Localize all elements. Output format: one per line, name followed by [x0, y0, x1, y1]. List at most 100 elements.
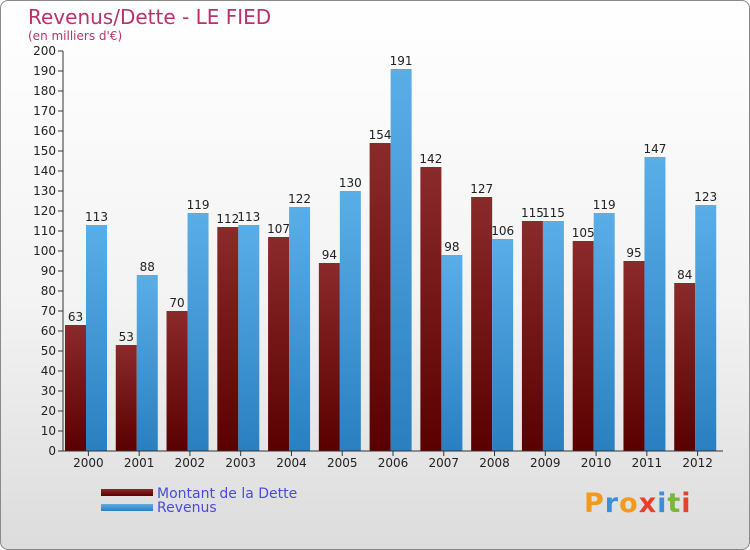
data-label-dette: 53 — [119, 330, 134, 344]
data-label-revenus: 123 — [694, 190, 717, 204]
data-label-revenus: 113 — [85, 210, 108, 224]
x-tick-label: 2008 — [479, 456, 510, 470]
x-tick-label: 2002 — [175, 456, 206, 470]
logo-letter: i — [657, 488, 668, 519]
x-tick-label: 2000 — [73, 456, 104, 470]
y-tick-label: 30 — [41, 384, 56, 398]
bar-revenus — [339, 191, 361, 451]
bar-dette — [115, 345, 137, 451]
x-tick-label: 2006 — [378, 456, 409, 470]
y-tick-label: 170 — [33, 104, 56, 118]
chart-subtitle: (en milliers d'€) — [28, 29, 123, 43]
x-tick-label: 2012 — [682, 456, 713, 470]
bar-dette — [369, 143, 391, 451]
data-label-revenus: 88 — [140, 260, 155, 274]
y-tick-label: 190 — [33, 64, 56, 78]
bar-revenus — [644, 157, 666, 451]
y-tick-label: 20 — [41, 404, 56, 418]
x-tick-label: 2010 — [581, 456, 612, 470]
x-tick-label: 2003 — [225, 456, 256, 470]
legend-revenus-swatch — [101, 504, 153, 511]
data-label-dette: 112 — [216, 212, 239, 226]
bar-revenus — [593, 213, 615, 451]
bar-revenus — [492, 239, 514, 451]
data-label-dette: 107 — [267, 222, 290, 236]
logo-letter: r — [604, 488, 620, 519]
data-label-dette: 63 — [68, 310, 83, 324]
bar-dette — [674, 283, 696, 451]
data-label-dette: 115 — [521, 206, 544, 220]
logo-letter: x — [638, 488, 658, 519]
data-label-revenus: 122 — [288, 192, 311, 206]
y-tick-label: 200 — [33, 44, 56, 58]
data-label-revenus: 130 — [339, 176, 362, 190]
y-tick-label: 100 — [33, 244, 56, 258]
y-tick-label: 130 — [33, 184, 56, 198]
y-tick-label: 40 — [41, 364, 56, 378]
bar-dette — [521, 221, 543, 451]
logo-letter: P — [584, 488, 605, 519]
bar-dette — [420, 167, 442, 451]
data-label-dette: 95 — [626, 246, 641, 260]
data-label-dette: 94 — [322, 248, 337, 262]
bar-dette — [623, 261, 645, 451]
data-label-revenus: 119 — [187, 198, 210, 212]
logo-letter: o — [619, 488, 639, 519]
y-tick-label: 0 — [48, 444, 56, 458]
y-tick-label: 70 — [41, 304, 56, 318]
y-tick-label: 150 — [33, 144, 56, 158]
bar-dette — [217, 227, 239, 451]
bar-revenus — [441, 255, 463, 451]
legend-revenus-label: Revenus — [157, 500, 217, 516]
bar-revenus — [390, 69, 412, 451]
bar-revenus — [542, 221, 564, 451]
bar-dette — [166, 311, 188, 451]
x-tick-label: 2005 — [327, 456, 358, 470]
legend-dette-swatch — [101, 489, 153, 496]
proxiti-logo: Proxiti — [584, 488, 692, 519]
bar-revenus — [187, 213, 209, 451]
chart-title: Revenus/Dette - LE FIED — [28, 5, 272, 29]
data-label-dette: 84 — [677, 268, 692, 282]
bar-dette — [318, 263, 340, 451]
y-tick-label: 140 — [33, 164, 56, 178]
bar-revenus — [289, 207, 311, 451]
bar-revenus — [238, 225, 260, 451]
bar-dette — [572, 241, 594, 451]
x-tick-label: 2001 — [124, 456, 155, 470]
y-tick-label: 80 — [41, 284, 56, 298]
y-tick-label: 110 — [33, 224, 56, 238]
logo-letter: t — [667, 488, 682, 519]
legend-dette-label: Montant de la Dette — [157, 486, 298, 502]
x-tick-label: 2009 — [530, 456, 561, 470]
y-tick-label: 160 — [33, 124, 56, 138]
data-label-revenus: 119 — [593, 198, 616, 212]
data-label-revenus: 147 — [644, 142, 667, 156]
bar-dette — [471, 197, 493, 451]
x-tick-label: 2004 — [276, 456, 307, 470]
bar-revenus — [136, 275, 158, 451]
data-label-revenus: 115 — [542, 206, 565, 220]
x-tick-label: 2011 — [632, 456, 663, 470]
bar-revenus — [86, 225, 107, 451]
x-tick-label: 2007 — [428, 456, 459, 470]
y-tick-label: 60 — [41, 324, 56, 338]
data-label-dette: 105 — [572, 226, 595, 240]
data-label-dette: 142 — [419, 152, 442, 166]
data-label-dette: 70 — [169, 296, 184, 310]
y-tick-label: 50 — [41, 344, 56, 358]
y-tick-label: 10 — [41, 424, 56, 438]
y-tick-label: 180 — [33, 84, 56, 98]
bar-revenus — [695, 205, 717, 451]
data-label-revenus: 113 — [237, 210, 260, 224]
logo-letter: i — [681, 488, 692, 519]
data-label-dette: 154 — [369, 128, 392, 142]
y-tick-label: 120 — [33, 204, 56, 218]
data-label-revenus: 98 — [444, 240, 459, 254]
bar-dette — [268, 237, 290, 451]
y-tick-label: 90 — [41, 264, 56, 278]
data-label-dette: 127 — [470, 182, 493, 196]
data-label-revenus: 106 — [491, 224, 514, 238]
